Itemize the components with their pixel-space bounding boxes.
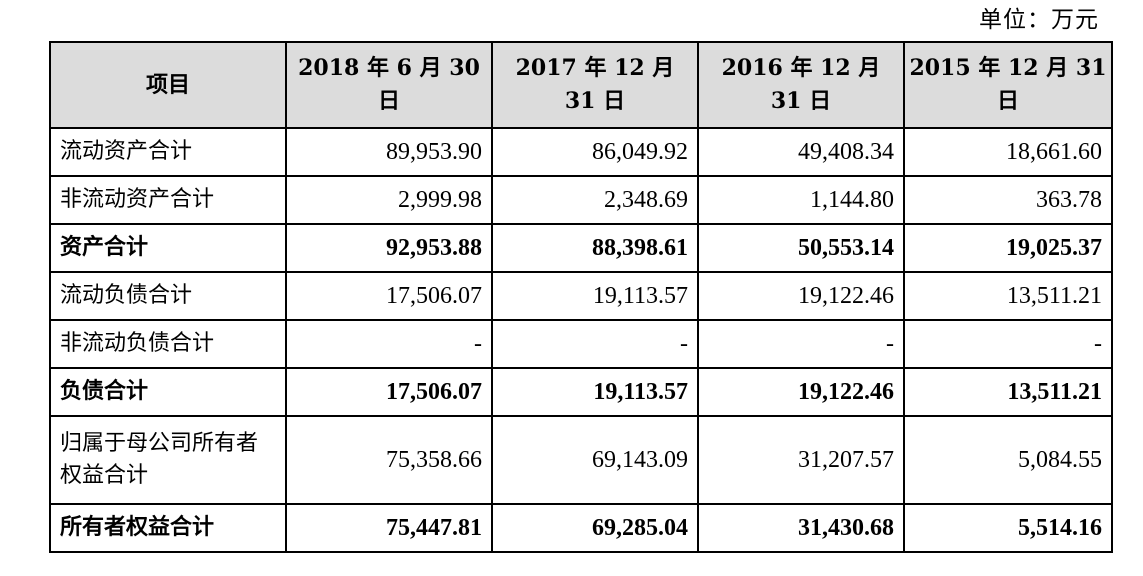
row-label: 资产合计	[49, 223, 287, 273]
row-label: 归属于母公司所有者权益合计	[49, 415, 287, 505]
cell-value: 31,430.68	[697, 503, 905, 553]
cell-value: 17,506.07	[285, 367, 493, 417]
table-row: 非流动负债合计 - - - -	[49, 319, 1113, 369]
cell-value: -	[491, 319, 699, 369]
table-row-total: 所有者权益合计 75,447.81 69,285.04 31,430.68 5,…	[49, 503, 1113, 553]
cell-value: -	[697, 319, 905, 369]
header-2018-06-30: 2018 年 6 月 30 日	[285, 41, 493, 129]
header-item: 项目	[49, 41, 287, 129]
balance-sheet-table: 项目 2018 年 6 月 30 日 2017 年 12 月 31 日 2016…	[49, 41, 1113, 553]
cell-value: 89,953.90	[285, 127, 493, 177]
cell-value: 19,122.46	[697, 271, 905, 321]
cell-value: 31,207.57	[697, 415, 905, 505]
table-row-total: 负债合计 17,506.07 19,113.57 19,122.46 13,51…	[49, 367, 1113, 417]
row-label: 非流动资产合计	[49, 175, 287, 225]
cell-value: 75,358.66	[285, 415, 493, 505]
cell-value: 50,553.14	[697, 223, 905, 273]
cell-value: -	[285, 319, 493, 369]
row-label: 非流动负债合计	[49, 319, 287, 369]
header-2016-12-31: 2016 年 12 月 31 日	[697, 41, 905, 129]
table-header-row: 项目 2018 年 6 月 30 日 2017 年 12 月 31 日 2016…	[49, 41, 1113, 129]
cell-value: 49,408.34	[697, 127, 905, 177]
table-row: 流动资产合计 89,953.90 86,049.92 49,408.34 18,…	[49, 127, 1113, 177]
header-2017-12-31: 2017 年 12 月 31 日	[491, 41, 699, 129]
cell-value: 17,506.07	[285, 271, 493, 321]
cell-value: 2,999.98	[285, 175, 493, 225]
cell-value: 19,113.57	[491, 367, 699, 417]
cell-value: 69,285.04	[491, 503, 699, 553]
cell-value: 19,025.37	[903, 223, 1113, 273]
row-label: 流动资产合计	[49, 127, 287, 177]
cell-value: 75,447.81	[285, 503, 493, 553]
cell-value: -	[903, 319, 1113, 369]
cell-value: 13,511.21	[903, 271, 1113, 321]
cell-value: 1,144.80	[697, 175, 905, 225]
cell-value: 69,143.09	[491, 415, 699, 505]
cell-value: 5,514.16	[903, 503, 1113, 553]
cell-value: 2,348.69	[491, 175, 699, 225]
row-label: 所有者权益合计	[49, 503, 287, 553]
unit-label: 单位：万元	[979, 7, 1099, 33]
cell-value: 19,122.46	[697, 367, 905, 417]
cell-value: 86,049.92	[491, 127, 699, 177]
table-row: 非流动资产合计 2,999.98 2,348.69 1,144.80 363.7…	[49, 175, 1113, 225]
table-row: 流动负债合计 17,506.07 19,113.57 19,122.46 13,…	[49, 271, 1113, 321]
cell-value: 88,398.61	[491, 223, 699, 273]
cell-value: 13,511.21	[903, 367, 1113, 417]
cell-value: 19,113.57	[491, 271, 699, 321]
row-label: 负债合计	[49, 367, 287, 417]
header-2015-12-31: 2015 年 12 月 31 日	[903, 41, 1113, 129]
row-label: 流动负债合计	[49, 271, 287, 321]
table-row: 归属于母公司所有者权益合计 75,358.66 69,143.09 31,207…	[49, 415, 1113, 505]
cell-value: 5,084.55	[903, 415, 1113, 505]
cell-value: 363.78	[903, 175, 1113, 225]
cell-value: 92,953.88	[285, 223, 493, 273]
cell-value: 18,661.60	[903, 127, 1113, 177]
table-row-total: 资产合计 92,953.88 88,398.61 50,553.14 19,02…	[49, 223, 1113, 273]
